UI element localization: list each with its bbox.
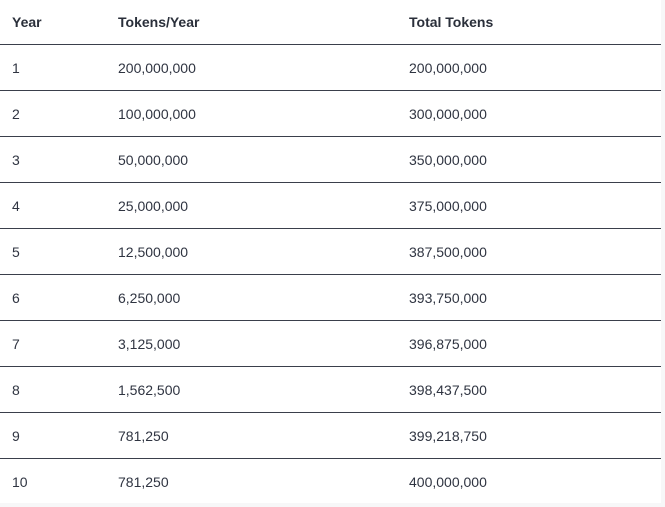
table-row: 6 6,250,000 393,750,000 [0,274,661,321]
cell-total-tokens: 350,000,000 [397,136,661,183]
cell-tokens-per-year: 200,000,000 [106,44,397,91]
cell-total-tokens: 399,218,750 [397,412,661,459]
header-tokens-per-year: Tokens/Year [106,0,397,45]
cell-year: 7 [0,320,106,367]
table-row: 9 781,250 399,218,750 [0,412,661,459]
cell-year: 8 [0,366,106,413]
cell-tokens-per-year: 781,250 [106,412,397,459]
cell-tokens-per-year: 50,000,000 [106,136,397,183]
cell-year: 2 [0,90,106,137]
cell-tokens-per-year: 1,562,500 [106,366,397,413]
cell-year: 5 [0,228,106,275]
table-row: 4 25,000,000 375,000,000 [0,182,661,229]
table-row: 10 781,250 400,000,000 [0,459,661,505]
cell-year: 1 [0,44,106,91]
cell-total-tokens: 375,000,000 [397,182,661,229]
table-row: 1 200,000,000 200,000,000 [0,44,661,91]
table-row: 3 50,000,000 350,000,000 [0,136,661,183]
cell-tokens-per-year: 6,250,000 [106,274,397,321]
cell-year: 3 [0,136,106,183]
cell-tokens-per-year: 100,000,000 [106,90,397,137]
cell-total-tokens: 387,500,000 [397,228,661,275]
cell-total-tokens: 398,437,500 [397,366,661,413]
table-row: 7 3,125,000 396,875,000 [0,320,661,367]
cell-year: 6 [0,274,106,321]
cell-tokens-per-year: 25,000,000 [106,182,397,229]
table-row: 8 1,562,500 398,437,500 [0,366,661,413]
header-total-tokens: Total Tokens [397,0,661,45]
header-year: Year [0,0,106,45]
cell-total-tokens: 400,000,000 [409,473,487,490]
cell-tokens-per-year: 781,250 [118,473,169,490]
cell-tokens-per-year: 12,500,000 [106,228,397,275]
cell-tokens-per-year: 3,125,000 [106,320,397,367]
cell-year: 10 [12,473,28,490]
table-header-row: Year Tokens/Year Total Tokens [0,0,661,45]
cell-total-tokens: 200,000,000 [397,44,661,91]
cell-total-tokens: 300,000,000 [397,90,661,137]
cell-total-tokens: 396,875,000 [397,320,661,367]
cell-year: 9 [0,412,106,459]
table-row: 2 100,000,000 300,000,000 [0,90,661,137]
cell-total-tokens: 393,750,000 [397,274,661,321]
table-row: 5 12,500,000 387,500,000 [0,228,661,275]
cell-year: 4 [0,182,106,229]
